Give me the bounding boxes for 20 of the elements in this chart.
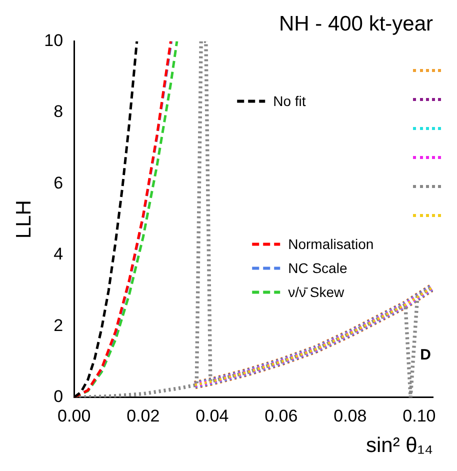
- x-tick-label: 0.08: [334, 406, 367, 426]
- x-tick-label: 0.00: [58, 406, 91, 426]
- legend-label: Normalisation: [288, 236, 374, 252]
- y-tick-label: 6: [54, 173, 64, 192]
- chart-title: NH - 400 kt-year: [278, 12, 434, 36]
- y-tick-label: 8: [54, 102, 64, 122]
- y-tick-label: 0: [54, 387, 64, 406]
- y-tick-label: 2: [54, 316, 64, 335]
- y-tick-label: 4: [54, 244, 64, 264]
- x-axis-title: sin² θ₁₄: [366, 434, 433, 458]
- legend-label: ν/ν̄ Skew: [288, 284, 346, 300]
- legend-label: NC Scale: [288, 260, 348, 276]
- legend-label: No fit: [273, 93, 306, 110]
- annotation: D: [420, 346, 432, 364]
- x-tick-label: 0.06: [264, 406, 298, 426]
- x-tick-label: 0.10: [402, 406, 436, 426]
- y-tick-label: 10: [44, 30, 64, 50]
- y-axis-title: LLH: [12, 200, 36, 239]
- x-tick-label: 0.04: [196, 406, 229, 426]
- x-tick-label: 0.02: [126, 406, 160, 426]
